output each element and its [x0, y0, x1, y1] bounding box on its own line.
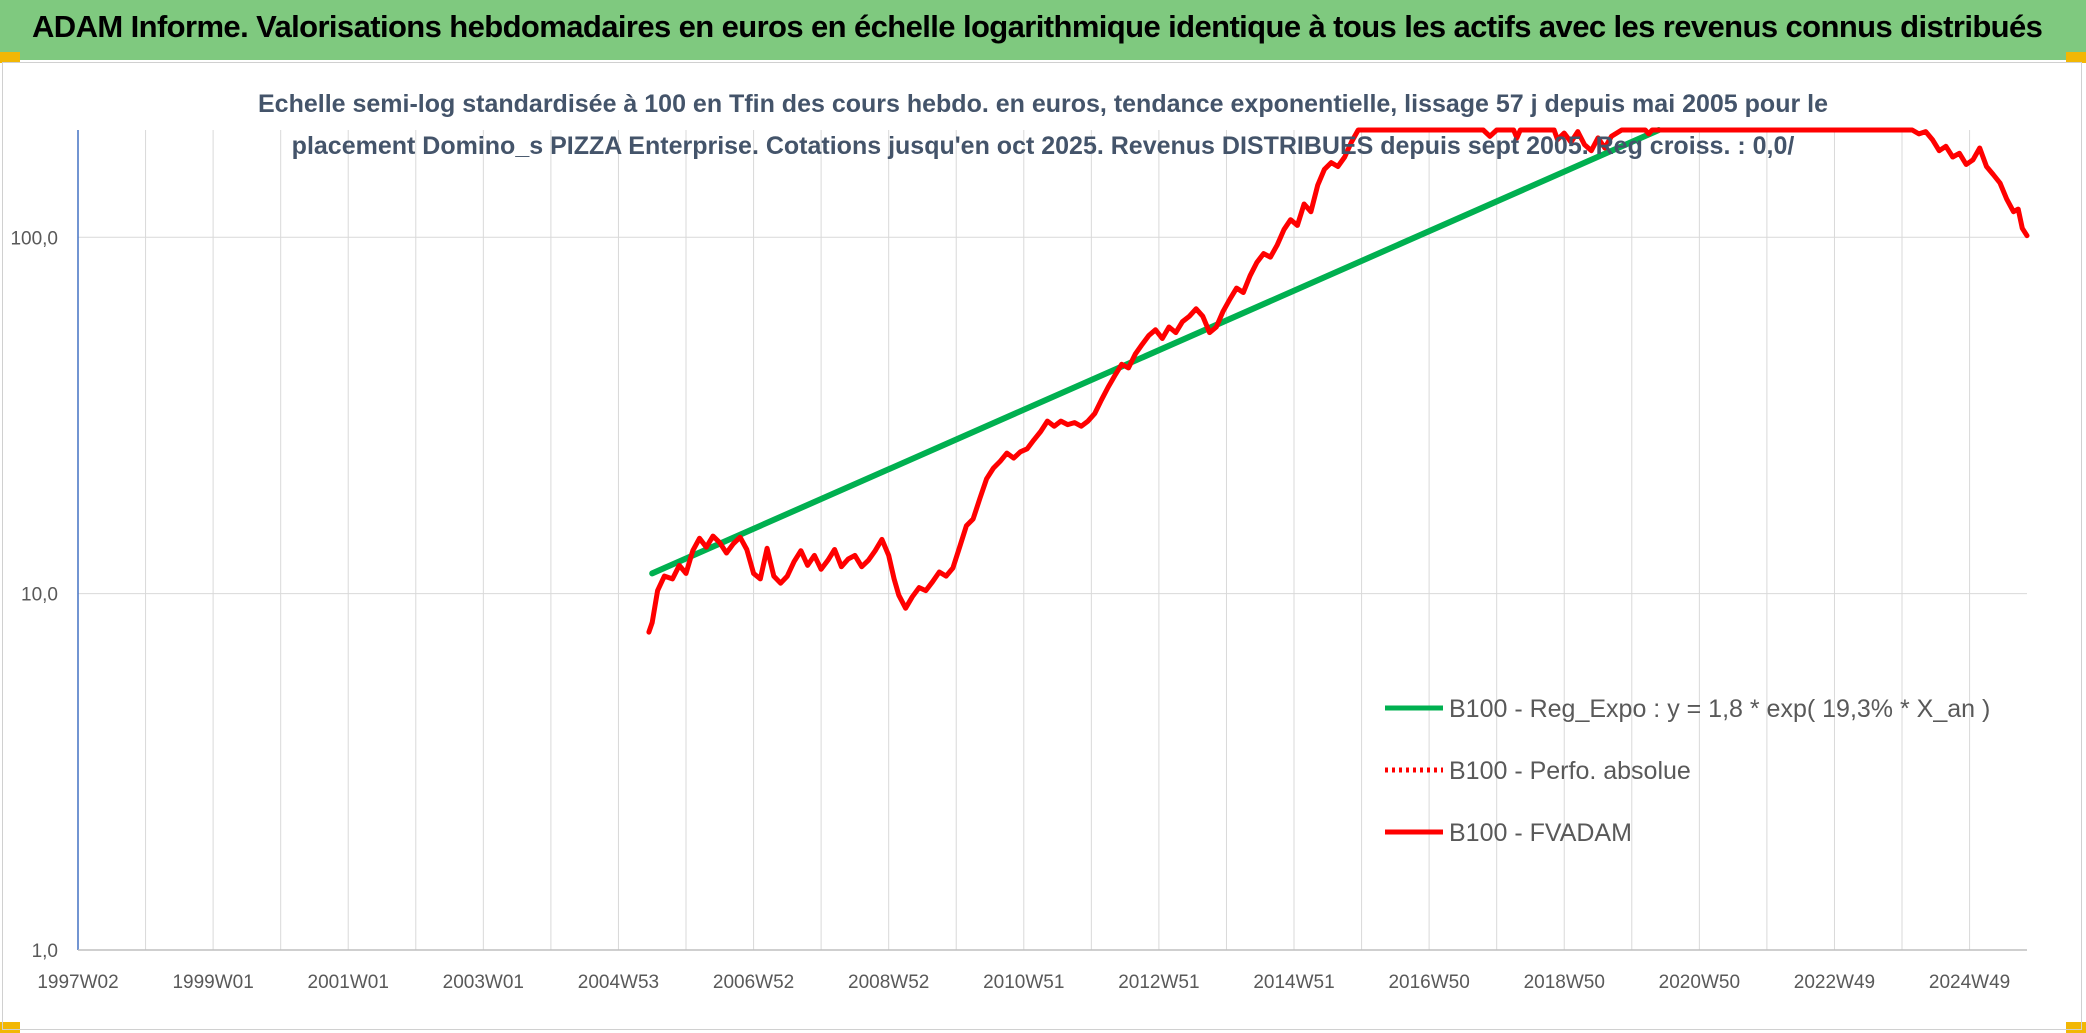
legend-label: B100 - FVADAM: [1449, 819, 1632, 847]
x-tick-label: 2018W50: [1524, 972, 1605, 993]
x-tick-label: 2016W50: [1388, 972, 1469, 993]
y-tick-label: 1,0: [32, 941, 58, 962]
x-tick-label: 2022W49: [1794, 972, 1875, 993]
x-tick-label: 2006W52: [713, 972, 794, 993]
x-tick-label: 1999W01: [172, 972, 253, 993]
x-tick-label: 2001W01: [308, 972, 389, 993]
x-tick-label: 1997W02: [37, 972, 118, 993]
corner-marker: [2066, 1022, 2086, 1033]
x-tick-label: 2010W51: [983, 972, 1064, 993]
x-tick-label: 2014W51: [1253, 972, 1334, 993]
series-group: [646, 127, 2030, 635]
x-tick-label: 2003W01: [443, 972, 524, 993]
x-tick-label: 2008W52: [848, 972, 929, 993]
chart-title-line-2: placement Domino_s PIZZA Enterprise. Cot…: [291, 132, 1795, 160]
corner-marker: [0, 52, 20, 63]
header-bar: ADAM Informe. Valorisations hebdomadaire…: [0, 0, 2086, 60]
x-tick-label: 2012W51: [1118, 972, 1199, 993]
corner-marker: [0, 1022, 20, 1033]
corner-marker: [2066, 52, 2086, 63]
chart-title-line-1: Echelle semi-log standardisée à 100 en T…: [258, 90, 1828, 118]
x-tick-label: 2024W49: [1929, 972, 2010, 993]
legend-label: B100 - Perfo. absolue: [1449, 757, 1691, 785]
page-title: ADAM Informe. Valorisations hebdomadaire…: [32, 9, 2043, 44]
series-line-2: [646, 127, 2030, 635]
y-tick-label: 10,0: [21, 585, 58, 606]
y-tick-label: 100,0: [10, 228, 58, 249]
series-line-0: [649, 127, 1662, 577]
chart-frame: [2, 62, 2082, 1030]
x-tick-label: 2020W50: [1659, 972, 1740, 993]
legend-label: B100 - Reg_Expo : y = 1,8 * exp( 19,3% *…: [1449, 695, 1990, 723]
x-tick-label: 2004W53: [578, 972, 659, 993]
